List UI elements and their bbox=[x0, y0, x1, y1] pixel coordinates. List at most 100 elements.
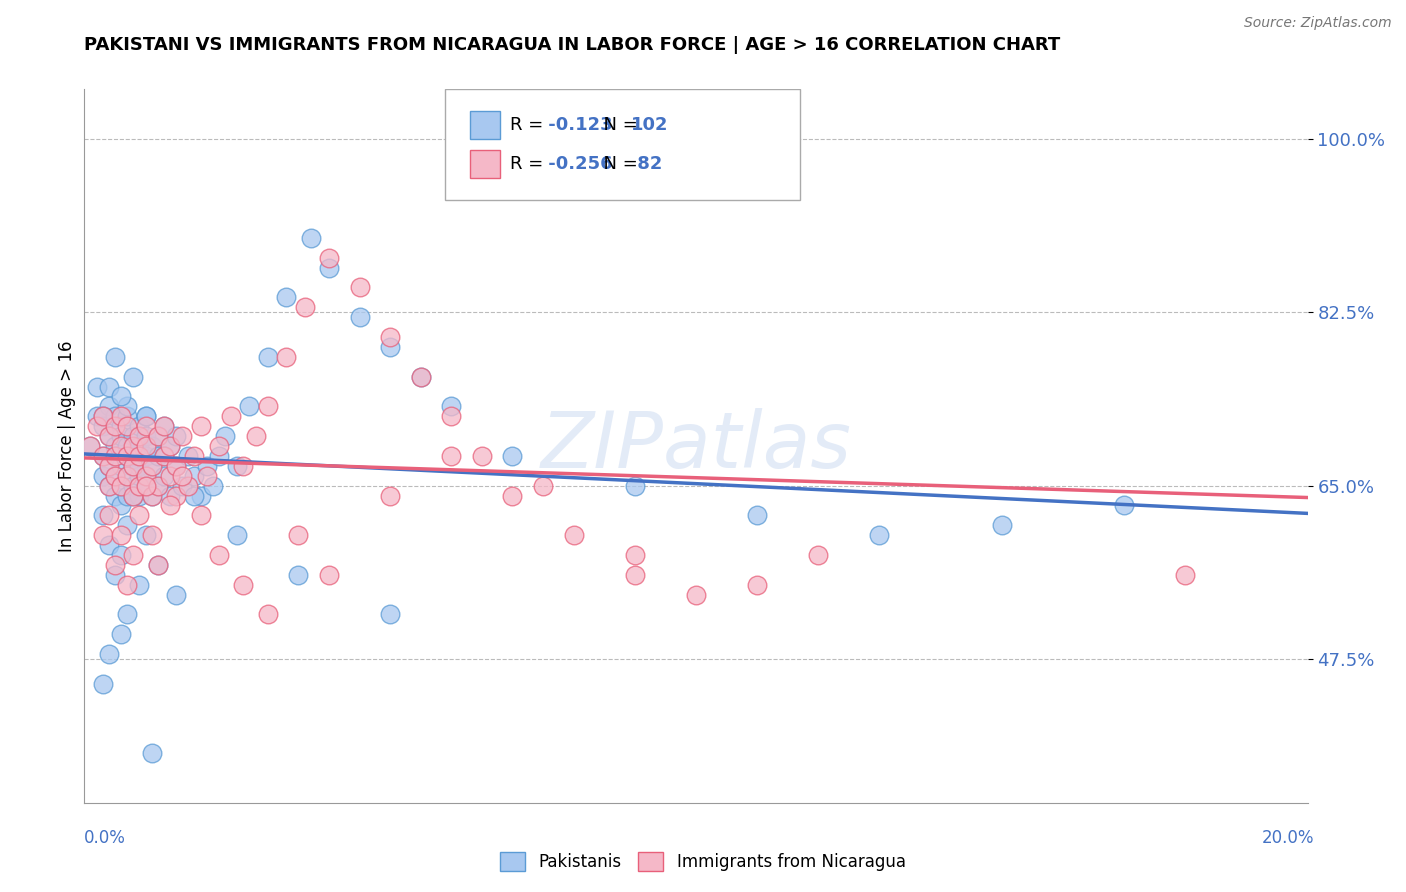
Point bbox=[110, 389, 132, 403]
Point bbox=[122, 369, 145, 384]
Point bbox=[146, 478, 169, 492]
Point bbox=[159, 439, 181, 453]
Point bbox=[159, 489, 181, 503]
Point bbox=[115, 449, 138, 463]
Point bbox=[1174, 567, 1197, 582]
Point bbox=[208, 439, 231, 453]
Point bbox=[128, 578, 150, 592]
Point bbox=[531, 478, 554, 492]
Point bbox=[257, 607, 280, 622]
Point bbox=[165, 588, 187, 602]
Point bbox=[440, 409, 463, 424]
Point bbox=[135, 439, 157, 453]
Point bbox=[226, 458, 249, 473]
Point bbox=[115, 468, 138, 483]
Point bbox=[159, 439, 181, 453]
Point bbox=[991, 518, 1014, 533]
Point bbox=[195, 468, 218, 483]
Point bbox=[380, 340, 402, 354]
Point bbox=[135, 409, 157, 424]
Point bbox=[110, 439, 132, 453]
Point bbox=[128, 489, 150, 503]
Point bbox=[110, 478, 132, 492]
Point bbox=[471, 449, 494, 463]
Point bbox=[122, 449, 145, 463]
Point bbox=[214, 429, 236, 443]
Point bbox=[104, 449, 127, 463]
Point bbox=[104, 468, 127, 483]
Point bbox=[177, 478, 200, 492]
Point bbox=[128, 478, 150, 492]
Point bbox=[747, 578, 769, 592]
Point bbox=[115, 607, 138, 622]
Point bbox=[440, 449, 463, 463]
Point bbox=[146, 558, 169, 572]
Point bbox=[122, 458, 145, 473]
Point bbox=[1114, 499, 1136, 513]
Point bbox=[91, 528, 114, 542]
Point bbox=[97, 429, 120, 443]
Point bbox=[409, 369, 432, 384]
Point bbox=[257, 350, 280, 364]
Point bbox=[115, 439, 138, 453]
Point bbox=[232, 578, 254, 592]
Point bbox=[183, 449, 205, 463]
Point bbox=[440, 400, 463, 414]
Point bbox=[97, 478, 120, 492]
Point bbox=[91, 409, 114, 424]
Text: PAKISTANI VS IMMIGRANTS FROM NICARAGUA IN LABOR FORCE | AGE > 16 CORRELATION CHA: PAKISTANI VS IMMIGRANTS FROM NICARAGUA I… bbox=[84, 36, 1060, 54]
Text: R =: R = bbox=[510, 116, 548, 134]
Text: Source: ZipAtlas.com: Source: ZipAtlas.com bbox=[1244, 16, 1392, 29]
Point bbox=[183, 489, 205, 503]
Point bbox=[97, 478, 120, 492]
Point bbox=[276, 350, 298, 364]
Point bbox=[128, 429, 150, 443]
Point bbox=[115, 409, 138, 424]
Point bbox=[122, 548, 145, 562]
Point bbox=[122, 489, 145, 503]
Point bbox=[104, 468, 127, 483]
Point bbox=[122, 489, 145, 503]
Point bbox=[380, 489, 402, 503]
Point bbox=[115, 468, 138, 483]
Text: 0.0%: 0.0% bbox=[84, 829, 127, 847]
Point bbox=[153, 419, 176, 434]
Point bbox=[91, 508, 114, 523]
Point bbox=[91, 468, 114, 483]
Point bbox=[135, 429, 157, 443]
Text: 82: 82 bbox=[631, 155, 662, 173]
Point bbox=[135, 478, 157, 492]
Point bbox=[110, 528, 132, 542]
Point bbox=[86, 379, 108, 393]
Point bbox=[135, 419, 157, 434]
Point bbox=[409, 369, 432, 384]
Point bbox=[195, 458, 218, 473]
Point bbox=[104, 489, 127, 503]
Point bbox=[146, 429, 169, 443]
Text: -0.256: -0.256 bbox=[541, 155, 613, 173]
Point bbox=[624, 478, 647, 492]
Point bbox=[104, 419, 127, 434]
Point bbox=[238, 400, 260, 414]
Point bbox=[135, 468, 157, 483]
Point bbox=[135, 528, 157, 542]
Point bbox=[135, 449, 157, 463]
Point bbox=[318, 251, 340, 265]
Point bbox=[86, 409, 108, 424]
Point bbox=[208, 449, 231, 463]
Point bbox=[153, 449, 176, 463]
Point bbox=[172, 429, 194, 443]
Point bbox=[232, 458, 254, 473]
Point bbox=[115, 489, 138, 503]
Point bbox=[219, 409, 242, 424]
Point bbox=[91, 409, 114, 424]
Point bbox=[146, 558, 169, 572]
Point bbox=[104, 439, 127, 453]
Point bbox=[141, 458, 163, 473]
Point bbox=[146, 429, 169, 443]
Point bbox=[122, 439, 145, 453]
Point bbox=[110, 409, 132, 424]
Point bbox=[91, 677, 114, 691]
Text: 102: 102 bbox=[631, 116, 669, 134]
Point bbox=[135, 468, 157, 483]
